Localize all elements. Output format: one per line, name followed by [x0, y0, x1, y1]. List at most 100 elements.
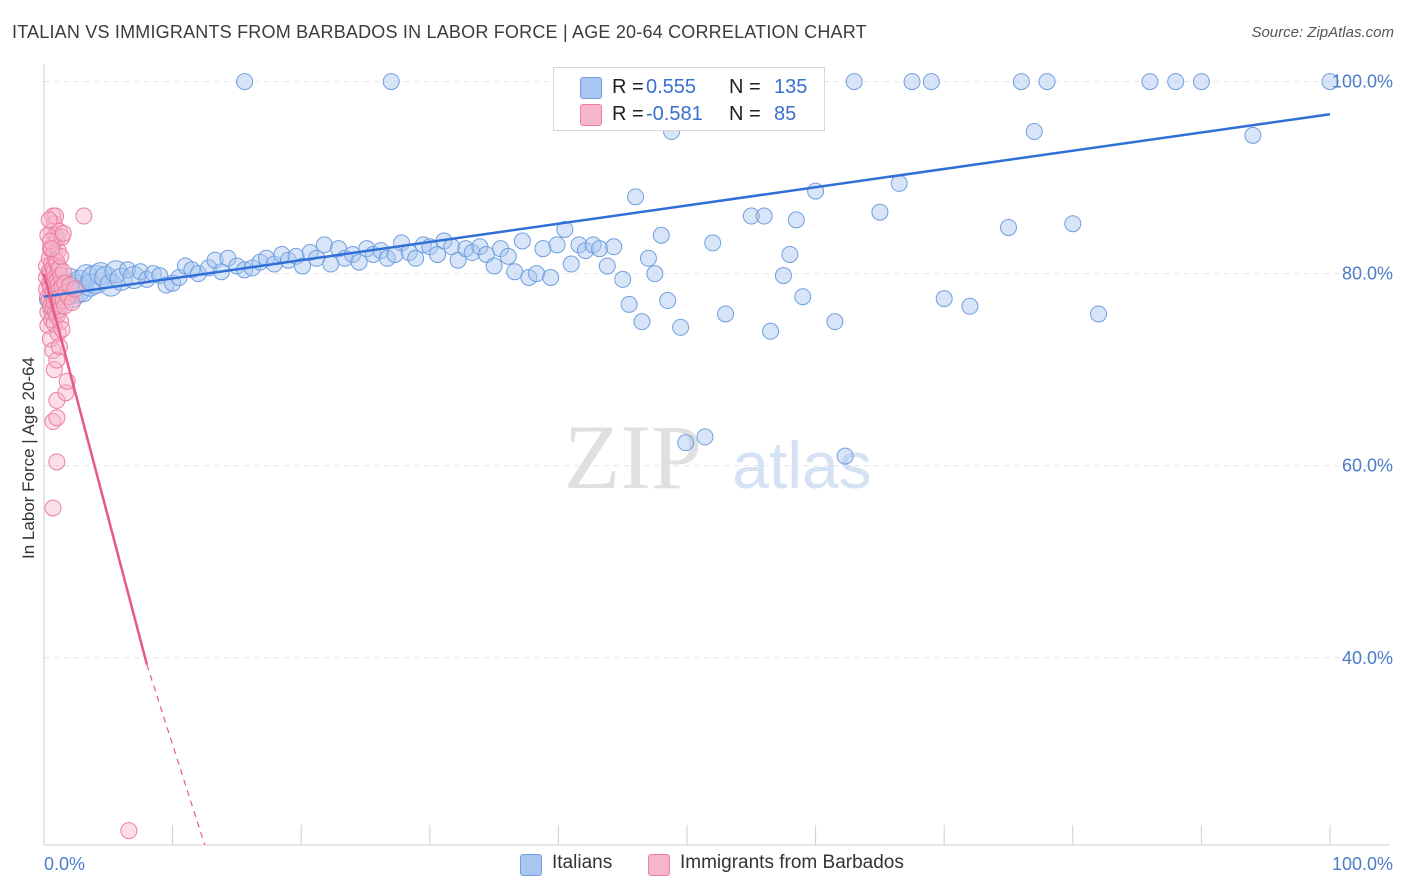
barbados-point: [54, 224, 72, 242]
italians-point: [755, 207, 773, 225]
italians-point: [407, 249, 425, 267]
italians-point: [1012, 73, 1030, 91]
y-tick-label: 40.0%: [1342, 648, 1393, 668]
n-value: 135: [774, 76, 808, 98]
series-legend: Italians Immigrants from Barbados: [0, 851, 1406, 881]
barbados-swatch: [580, 104, 602, 126]
italians-point: [922, 73, 940, 91]
barbados-points: [38, 207, 138, 840]
legend-row-italians: R = 0.555 N = 135: [554, 74, 824, 100]
italians-point: [1167, 73, 1185, 91]
n-value: 85: [774, 103, 797, 125]
italians-trend-line: [43, 113, 1331, 298]
barbados-point: [48, 453, 66, 471]
n-label: N =: [729, 76, 761, 98]
italians-point: [591, 240, 609, 258]
italians-point: [1000, 219, 1017, 237]
barbados-point: [48, 351, 66, 369]
source-label: Source: ZipAtlas.com: [1251, 24, 1394, 41]
x-tick-label-max: 100.0%: [1332, 854, 1393, 874]
barbados-trend-extension: [146, 664, 206, 846]
italians-point: [1244, 126, 1262, 144]
italians-point: [659, 292, 677, 310]
italians-point: [1321, 73, 1339, 91]
italians-point: [633, 313, 651, 331]
y-tick-label: 100.0%: [1332, 72, 1393, 92]
legend-label-barbados: Immigrants from Barbados: [680, 852, 904, 873]
tick-labels: 40.0% 60.0% 80.0% 100.0% 0.0% 100.0%: [44, 72, 1393, 874]
r-value: 0.555: [646, 76, 697, 98]
italians-point: [301, 244, 319, 262]
italians-point: [787, 211, 805, 229]
italians-point: [499, 247, 517, 265]
italians-points: [38, 73, 1339, 465]
italians-point: [762, 322, 780, 340]
italians-point: [378, 249, 396, 267]
n-label: N =: [729, 103, 761, 125]
italians-point: [652, 226, 670, 244]
italians-point: [646, 265, 664, 283]
italians-point: [1192, 73, 1210, 91]
italians-point: [1038, 73, 1056, 91]
barbados-point: [40, 211, 58, 229]
italians-point: [605, 238, 623, 256]
italians-point: [562, 255, 580, 273]
italians-point: [890, 174, 908, 192]
barbados-point: [43, 240, 61, 258]
italians-point: [774, 267, 792, 285]
r-value: -0.581: [646, 103, 703, 125]
watermark: ZIP atlas: [564, 406, 872, 508]
italians-point: [542, 268, 560, 286]
italians-point: [845, 73, 863, 91]
italians-point: [639, 249, 657, 267]
italians-point: [528, 265, 546, 283]
legend-label-italians: Italians: [552, 852, 613, 873]
italians-point: [1064, 215, 1082, 233]
italians-point: [1025, 123, 1043, 141]
italians-point: [322, 255, 340, 273]
italians-point: [903, 73, 921, 91]
x-tick-label-min: 0.0%: [44, 854, 85, 874]
chart-title: ITALIAN VS IMMIGRANTS FROM BARBADOS IN L…: [12, 22, 867, 42]
italians-point: [871, 203, 889, 221]
barbados-point: [63, 293, 81, 311]
italians-point: [534, 240, 552, 258]
italians-point: [627, 188, 645, 206]
trend-lines: [42, 113, 1331, 846]
italians-point: [548, 236, 566, 254]
grid-lines: [44, 81, 1390, 659]
italians-point: [836, 447, 854, 465]
italians-point: [485, 257, 503, 275]
italians-point: [717, 305, 735, 323]
watermark-atlas: atlas: [732, 428, 871, 502]
italians-point: [293, 257, 311, 275]
barbados-point: [44, 499, 62, 517]
italians-point: [781, 245, 799, 263]
italians-point: [704, 234, 722, 252]
italians-point: [506, 263, 524, 281]
watermark-zip: ZIP: [564, 406, 702, 508]
barbados-point: [45, 361, 63, 379]
barbados-legend-swatch: [648, 854, 670, 876]
italians-point: [1141, 73, 1159, 91]
barbados-point: [75, 207, 93, 225]
r-label: R =: [612, 103, 644, 125]
italians-point: [1090, 305, 1108, 323]
italians-point: [315, 236, 333, 254]
italians-point: [598, 257, 616, 275]
italians-point: [614, 270, 632, 288]
axes: [43, 64, 1390, 846]
barbados-point: [66, 280, 84, 298]
italians-point: [236, 73, 254, 91]
barbados-point: [56, 297, 74, 315]
italians-point: [556, 220, 574, 238]
italians-swatch: [580, 77, 602, 99]
italians-point: [620, 295, 638, 313]
y-tick-label: 60.0%: [1342, 456, 1393, 476]
y-tick-label: 80.0%: [1342, 264, 1393, 284]
stats-legend: R = 0.555 N = 135 R = -0.581 N = 85: [553, 67, 825, 131]
barbados-point: [48, 409, 66, 427]
y-axis-label: In Labor Force | Age 20-64: [19, 357, 38, 559]
italians-legend-swatch: [520, 854, 542, 876]
barbados-trend-line: [42, 273, 149, 665]
